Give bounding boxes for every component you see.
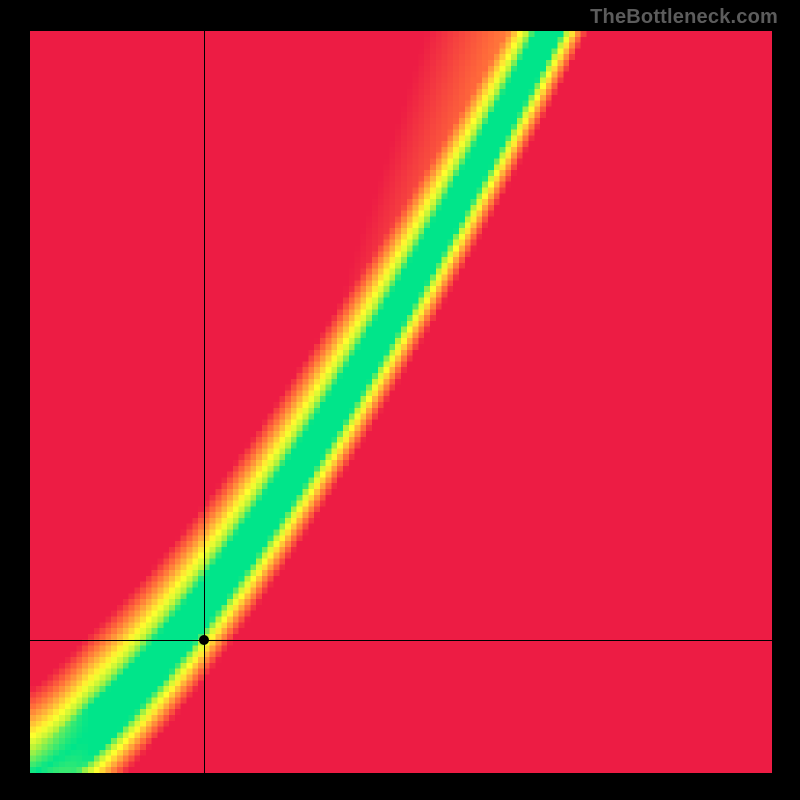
crosshair-horizontal (30, 640, 772, 641)
watermark-text: TheBottleneck.com (590, 6, 778, 29)
crosshair-marker (199, 635, 209, 645)
bottleneck-figure: TheBottleneck.com (0, 0, 800, 800)
crosshair-vertical (204, 31, 205, 773)
heatmap-canvas (30, 31, 772, 773)
heatmap-plot (30, 31, 772, 773)
